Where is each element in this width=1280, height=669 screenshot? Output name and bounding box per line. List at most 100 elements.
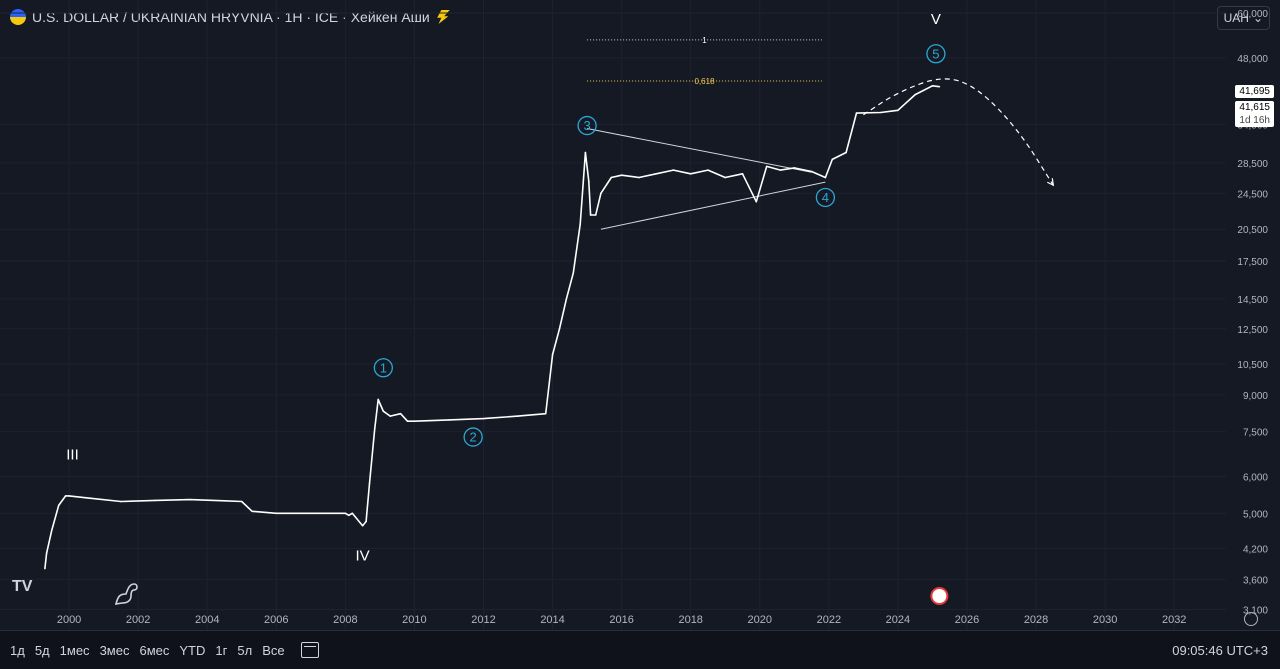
event-flag-icon [930, 587, 949, 605]
price-point [361, 524, 364, 527]
price-point [348, 514, 350, 517]
y-tick-label: 5,000 [1243, 509, 1268, 520]
projection-arrowhead [1047, 178, 1055, 187]
price-point [810, 170, 813, 173]
price-point [482, 417, 485, 420]
wave-label-circle [815, 187, 836, 208]
triangle-upper-line [587, 128, 812, 173]
price-point [240, 500, 243, 503]
y-tick-label: 9,000 [1243, 391, 1268, 402]
price-point [672, 169, 675, 171]
range-button[interactable]: 6мес [139, 642, 170, 658]
price-point [589, 214, 592, 216]
price-point [584, 151, 587, 154]
price-point [189, 498, 191, 501]
last-price-label: 41,615 [1235, 101, 1274, 114]
x-tick-label: 2032 [1162, 614, 1186, 626]
wave-label: V [931, 11, 941, 28]
range-button[interactable]: YTD [179, 642, 206, 658]
price-point [931, 84, 934, 87]
settings-icon[interactable] [1244, 612, 1258, 626]
price-point [914, 93, 916, 96]
price-point [389, 415, 392, 417]
price-point [558, 327, 561, 330]
price-point [57, 504, 60, 507]
price-point [610, 176, 613, 179]
price-point [572, 272, 575, 274]
price-point [120, 500, 122, 503]
range-button[interactable]: 3мес [99, 642, 130, 658]
price-point [223, 499, 226, 502]
x-tick-label: 2020 [748, 614, 772, 626]
price-point [448, 419, 450, 421]
y-tick-label: 14,500 [1237, 295, 1268, 306]
x-tick-label: 2016 [609, 614, 633, 626]
price-point [275, 512, 278, 515]
range-button[interactable]: 1г [215, 642, 228, 658]
y-tick-label: 10,500 [1237, 360, 1268, 371]
y-tick-label: 3,600 [1243, 575, 1268, 586]
x-tick-label: 2018 [678, 614, 702, 626]
price-point [779, 169, 782, 171]
x-tick-label: 2000 [57, 614, 81, 626]
price-point [765, 165, 768, 168]
y-tick-label: 7,500 [1243, 428, 1268, 439]
currency-button[interactable]: UAH ⌄ [1216, 6, 1270, 30]
price-point [707, 169, 709, 171]
x-tick-label: 2012 [471, 614, 495, 626]
price-point [368, 482, 371, 485]
wave-label: 1 [380, 360, 387, 375]
range-button[interactable]: 1д [10, 642, 25, 658]
price-point [399, 412, 402, 415]
triangle-lower-line [600, 181, 826, 230]
clock[interactable]: 09:05:46 UTC+3 [1172, 642, 1268, 658]
price-point [938, 85, 941, 88]
y-tick-label: 48,000 [1237, 54, 1268, 65]
range-button[interactable]: 5л [237, 642, 253, 658]
y-tick-label: 24,500 [1237, 189, 1268, 200]
x-tick-label: 2014 [540, 614, 564, 626]
wave-label: IV [356, 548, 370, 565]
fib-level-label: 1 [702, 36, 707, 45]
y-tick-label: 12,500 [1237, 325, 1268, 336]
price-point [755, 200, 758, 203]
tradingview-logo[interactable]: TV [12, 578, 33, 595]
x-tick-label: 2030 [1093, 614, 1117, 626]
price-point [831, 158, 834, 161]
wave-label-circle [373, 358, 393, 378]
price-point [579, 223, 581, 226]
price-point [45, 552, 48, 555]
price-point [373, 428, 376, 430]
current-price-label: 41,695 [1235, 85, 1274, 98]
y-tick-label: 28,500 [1237, 159, 1268, 170]
x-tick-label: 2002 [126, 614, 150, 626]
wave-label: 2 [470, 430, 477, 445]
calendar-icon[interactable] [300, 642, 319, 658]
y-tick-label: 6,000 [1243, 473, 1268, 484]
price-point [64, 495, 67, 497]
x-tick-label: 2008 [333, 614, 357, 626]
dino-icon[interactable] [112, 580, 140, 606]
price-point [689, 172, 692, 175]
price-point [855, 112, 858, 114]
price-point [377, 398, 379, 401]
x-tick-label: 2024 [886, 614, 910, 626]
range-button[interactable]: 5д [34, 642, 50, 658]
wave-label-circle [463, 427, 483, 447]
y-tick-label: 3,100 [1243, 606, 1268, 617]
wave-label: 4 [822, 190, 829, 205]
range-button[interactable]: 1мес [59, 642, 90, 658]
wave-label-circle [577, 115, 597, 136]
x-tick-label: 2004 [195, 614, 219, 626]
fib-level-label: 0,618 [695, 77, 716, 86]
price-point [724, 176, 727, 179]
range-button[interactable]: Все [262, 642, 285, 658]
x-tick-label: 2006 [264, 614, 288, 626]
price-point [344, 512, 347, 515]
price-point [824, 176, 827, 179]
y-tick-label: 17,500 [1237, 257, 1268, 268]
price-point [251, 510, 253, 513]
price-point [845, 151, 847, 154]
y-tick-label: 20,500 [1237, 225, 1268, 236]
